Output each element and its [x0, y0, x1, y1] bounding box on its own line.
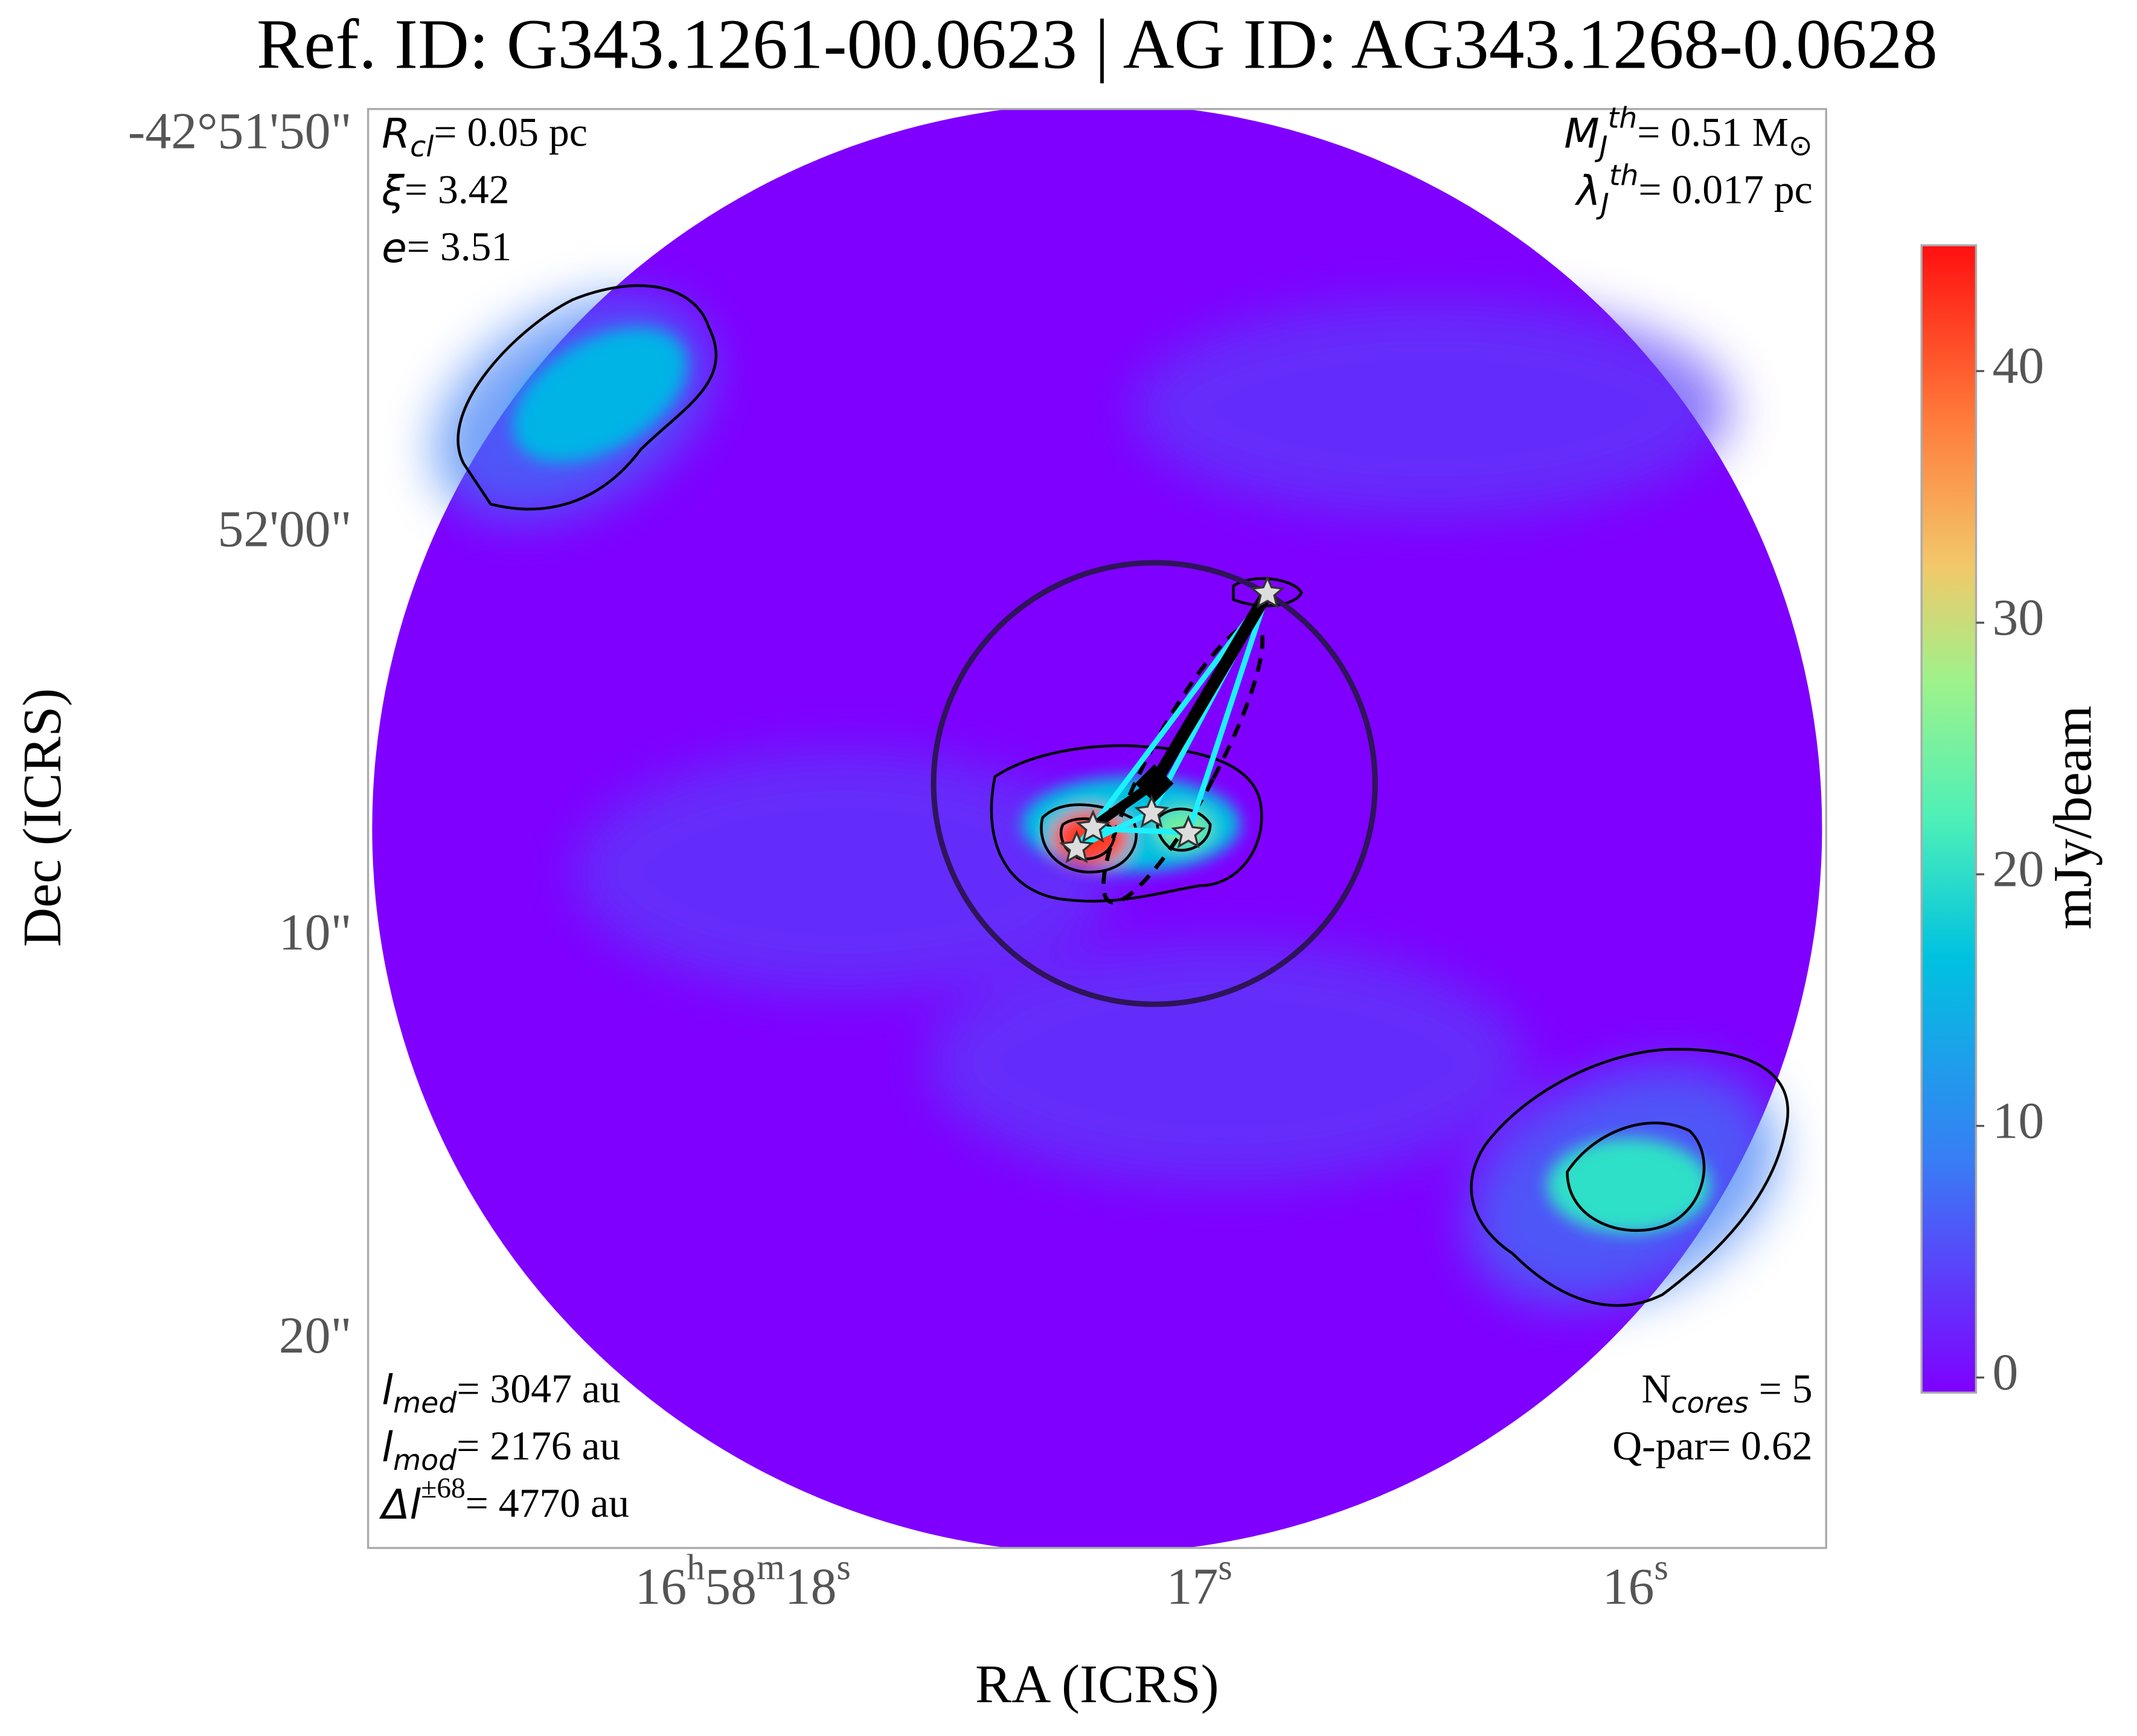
annotation-run: 58 — [705, 1557, 757, 1615]
annotation-run: ±68 — [421, 1473, 465, 1504]
annotation: lmed= 3047 au — [382, 1366, 620, 1420]
annotation-run: l — [382, 1366, 393, 1414]
annotation-run: s — [1218, 1547, 1232, 1587]
annotation-run: 16 — [1603, 1557, 1655, 1615]
annotation: λJth= 0.017 pc — [1575, 159, 1813, 220]
annotation-run: s — [1654, 1547, 1668, 1587]
annotation-run: N — [1642, 1366, 1671, 1411]
annotation: 16s — [1603, 1547, 1668, 1615]
annotation-run: = 3.51 — [407, 224, 512, 269]
annotation-run: 18 — [785, 1557, 837, 1615]
annotation-run: h — [687, 1547, 705, 1587]
colorbar-tick-label: 30 — [1993, 589, 2045, 646]
annotation-run: = 2176 au — [457, 1423, 620, 1469]
clump-circle — [931, 560, 1378, 1007]
annotation-run: Q-par= 0.62 — [1612, 1423, 1812, 1469]
annotation-run: th — [1608, 102, 1638, 135]
annotation-run: M — [1564, 109, 1599, 157]
x-axis-label: RA (ICRS) — [975, 1654, 1219, 1714]
cores — [1059, 575, 1285, 863]
y-tick-label: 10" — [279, 903, 352, 961]
annotation-run: ⊙ — [1789, 130, 1813, 162]
annotation: Δl±68= 4770 au — [379, 1473, 629, 1528]
frame — [367, 107, 1827, 1549]
colorbar-tick-label: 40 — [1993, 337, 2045, 394]
annotation-run: = 0.51 M — [1637, 109, 1789, 155]
annotation-run: med — [393, 1387, 457, 1420]
orientation-line — [1149, 589, 1273, 787]
annotation-run: = 3.42 — [405, 167, 510, 212]
annotation-run: th — [1609, 159, 1639, 192]
annotation: Rcl= 0.05 pc — [382, 109, 588, 164]
annotation-run: cl — [410, 130, 434, 164]
annotation-run: l — [382, 1423, 393, 1471]
annotation: ξ= 3.42 — [381, 167, 509, 214]
colorbar-tick-label: 10 — [1993, 1092, 2045, 1149]
annotation-run: R — [382, 109, 410, 157]
colorbar-tick-label: 20 — [1993, 841, 2045, 898]
annotation-run: e — [382, 224, 407, 272]
annotation: lmod= 2176 au — [382, 1423, 620, 1478]
annotation-run: s — [836, 1547, 850, 1587]
annotation-run: mod — [393, 1444, 457, 1477]
annotation: 17s — [1167, 1547, 1232, 1615]
y-tick-label: 20" — [279, 1307, 352, 1364]
colorbar — [1920, 244, 1978, 1394]
annotation-run: λ — [1575, 167, 1601, 214]
annotation-run: ξ — [381, 167, 405, 214]
chart-title: Ref. ID: G343.1261-00.0623 | AG ID: AG34… — [257, 5, 1938, 84]
annotation-run: = 0.05 pc — [434, 109, 587, 155]
annotation: e= 3.51 — [382, 224, 511, 272]
annotation-run: = 4770 au — [466, 1480, 629, 1525]
annotation-run: = 0.017 pc — [1638, 167, 1812, 212]
annotation: Q-par= 0.62 — [1612, 1423, 1812, 1469]
y-tick-label: -42°51'50" — [128, 102, 352, 159]
annotation-run: 17 — [1167, 1557, 1219, 1615]
annotation-run: = 5 — [1749, 1366, 1813, 1411]
annotation: Ncores = 5 — [1642, 1366, 1813, 1420]
annotation-run: Δl — [379, 1480, 421, 1528]
y-axis-label: Dec (ICRS) — [12, 688, 72, 947]
annotation-run: m — [757, 1547, 785, 1587]
colorbar-label: mJy/beam — [2042, 706, 2103, 930]
annotation: 16h58m18s — [635, 1547, 850, 1615]
image — [372, 109, 1822, 1548]
annotation-run: = 3047 au — [457, 1366, 620, 1411]
annotation-run: cores — [1671, 1387, 1748, 1420]
y-tick-label: 52'00" — [218, 500, 352, 557]
colorbar-tick-label: 0 — [1993, 1344, 2019, 1401]
annotation: MJth= 0.51 M⊙ — [1564, 102, 1812, 164]
annotation-run: 16 — [635, 1557, 687, 1615]
